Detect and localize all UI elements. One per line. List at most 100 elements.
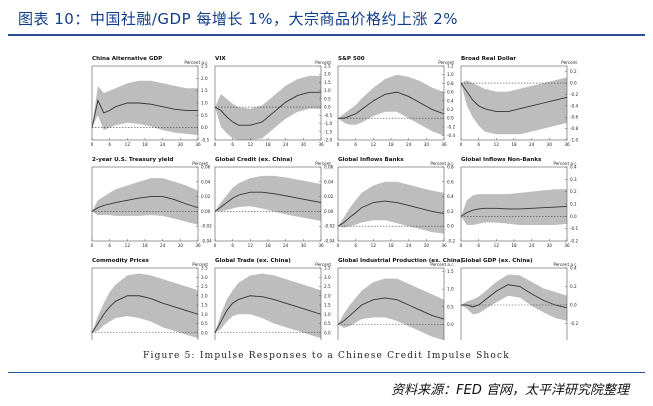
y-tick-label: 0.0 (570, 81, 577, 86)
chart-panel-7: Global Inflows Banks Percent a.r. 0 6 12 18 24… (337, 157, 456, 248)
confidence-band (461, 189, 567, 225)
x-tick-label: 18 (388, 142, 394, 147)
y-tick-label: 0.1 (570, 202, 577, 207)
y-tick-label: 1.0 (447, 287, 454, 292)
chart-panel-12: Global GDP (ex. China)Percent a.r.061218… (460, 258, 579, 340)
y-tick-label: -0.04 (201, 239, 212, 244)
y-tick-label: -0.2 (447, 124, 456, 129)
y-tick-label: 0.8 (447, 81, 454, 86)
footer-divider (8, 372, 645, 373)
x-tick-label: 24 (529, 142, 535, 147)
y-tick-label: 0.06 (201, 165, 211, 170)
y-tick-label: 0.4 (447, 98, 454, 103)
chart-unit-label: Percent (438, 60, 454, 65)
median-response-line (337, 200, 445, 227)
confidence-band (92, 273, 198, 339)
y-tick-label: 3.0 (324, 275, 331, 280)
x-tick-label: 36 (441, 243, 447, 248)
y-tick-label: -1.0 (570, 138, 579, 143)
y-tick-label: 0.5 (201, 321, 208, 326)
x-tick-label: 36 (564, 243, 570, 248)
y-tick-label: 0.0 (201, 125, 208, 130)
y-tick-label: -0.5 (324, 340, 333, 341)
chart-panel-8: Global Inflows Non-Banks Percent a.r. 0 6 12… (460, 157, 579, 248)
y-tick-label: 3.0 (201, 275, 208, 280)
y-tick-label: 0.4 (570, 165, 577, 170)
x-tick-label: 6 (477, 243, 480, 248)
y-tick-label: -0.2 (570, 239, 579, 244)
x-tick-label: 18 (265, 142, 271, 147)
y-tick-label: 0.00 (324, 209, 334, 214)
y-tick-label: 2.5 (324, 64, 331, 69)
y-tick-label: 0.0 (447, 322, 454, 327)
chart-title: Global Inflows Banks (338, 157, 404, 163)
x-tick-label: 0 (337, 142, 340, 147)
chart-title: Broad Real Dollar (461, 56, 516, 62)
chart-unit-label: Percent a.r. (184, 60, 208, 65)
y-tick-label: -0.04 (324, 239, 335, 244)
confidence-band (338, 74, 444, 136)
x-tick-label: 30 (301, 243, 307, 248)
x-tick-label: 12 (371, 243, 377, 248)
y-tick-label: -0.5 (447, 340, 456, 341)
median-response-line (337, 297, 445, 325)
median-response-line (214, 91, 321, 126)
y-tick-label: 0.0 (324, 105, 331, 110)
x-tick-label: 0 (91, 142, 94, 147)
median-response-line (460, 82, 568, 112)
y-tick-label: -0.4 (447, 133, 456, 138)
confidence-band (338, 181, 444, 234)
y-tick-label: -0.5 (201, 340, 210, 341)
y-tick-label: 1.5 (201, 303, 208, 308)
x-tick-label: 24 (160, 243, 166, 248)
chart-unit-label: Percent (192, 161, 208, 166)
x-tick-label: 0 (337, 243, 340, 248)
title-divider (8, 34, 645, 36)
x-tick-label: 36 (195, 142, 201, 147)
y-tick-label: 0.0 (570, 303, 577, 308)
y-tick-label: 1.0 (324, 88, 331, 93)
chart-unit-label: Percent a.r. (430, 161, 454, 166)
y-tick-label: 2.0 (324, 293, 331, 298)
x-tick-label: 24 (283, 243, 289, 248)
x-tick-label: 12 (494, 142, 500, 147)
confidence-band (92, 80, 198, 136)
y-tick-label: 1.0 (201, 312, 208, 317)
chart-panel-4: Broad Real Dollar Percent 0 6 12 18 24 30 36-1.0… (460, 56, 579, 147)
y-tick-label: -0.5 (324, 113, 333, 118)
x-tick-label: 24 (283, 142, 289, 147)
confidence-band (215, 75, 321, 140)
y-tick-label: -0.02 (324, 224, 335, 229)
source-note: 资料来源：FED 官网，太平洋研究院整理 (391, 383, 629, 398)
y-tick-label: 0.5 (447, 304, 454, 309)
y-tick-label: -0.1 (570, 226, 579, 231)
chart-title: 2-year U.S. Treasury yield (92, 157, 173, 163)
chart-panel-9: Commodity PricesPercent061218243036-0.50… (91, 258, 210, 340)
y-tick-label: 0.0 (447, 116, 454, 121)
y-tick-label: 3.5 (324, 266, 331, 271)
figure-caption: Figure 5: Impulse Responses to a Chinese… (143, 351, 510, 361)
chart-title: Global Credit (ex. China) (215, 157, 293, 163)
y-tick-label: 2.5 (201, 64, 208, 69)
x-tick-label: 0 (460, 243, 463, 248)
y-tick-label: 0.04 (201, 179, 211, 184)
x-tick-label: 6 (477, 142, 480, 147)
y-tick-label: -0.02 (201, 224, 212, 229)
y-tick-label: -0.2 (570, 321, 579, 326)
chart-panel-6: Global Credit (ex. China) Percent 0 6 12 18 24… (214, 157, 336, 248)
y-tick-label: 0.5 (324, 96, 331, 101)
confidence-band (215, 273, 321, 339)
y-tick-label: 0.5 (201, 113, 208, 118)
y-tick-label: 1.0 (201, 101, 208, 106)
y-tick-label: 0.4 (447, 194, 454, 199)
chart-unit-label: Percent (561, 60, 577, 65)
x-tick-label: 0 (91, 243, 94, 248)
x-tick-label: 0 (214, 142, 217, 147)
y-tick-label: 0.6 (447, 179, 454, 184)
y-tick-label: 0.4 (570, 266, 577, 271)
chart-title: Global Trade (ex. China) (215, 258, 291, 264)
x-tick-label: 18 (388, 243, 394, 248)
y-tick-label: 1.5 (201, 88, 208, 93)
x-tick-label: 6 (108, 142, 111, 147)
